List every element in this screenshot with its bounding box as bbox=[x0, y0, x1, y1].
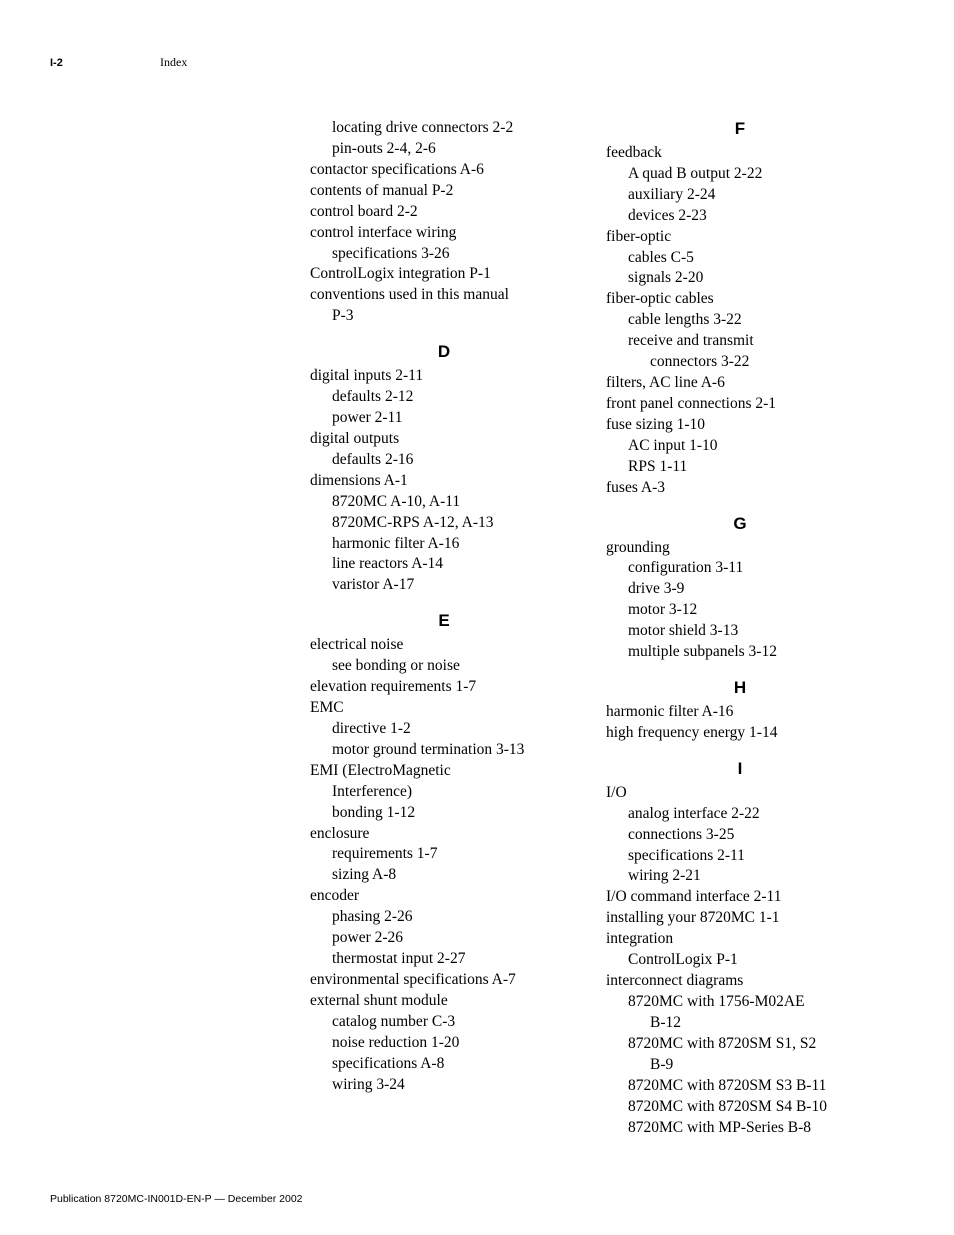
index-entry: RPS 1-11 bbox=[606, 457, 874, 478]
publication-footer: Publication 8720MC-IN001D-EN-P — Decembe… bbox=[50, 1193, 303, 1205]
index-entry: fuse sizing 1-10 bbox=[606, 415, 874, 436]
index-entry: I/O bbox=[606, 783, 874, 804]
index-entry: AC input 1-10 bbox=[606, 436, 874, 457]
index-entry: thermostat input 2-27 bbox=[310, 949, 578, 970]
index-entry: external shunt module bbox=[310, 991, 578, 1012]
index-entry: conventions used in this manual bbox=[310, 285, 578, 306]
section-letter: F bbox=[606, 118, 874, 141]
index-entry: wiring 2-21 bbox=[606, 866, 874, 887]
left-column: locating drive connectors 2-2pin-outs 2-… bbox=[310, 118, 578, 1138]
index-entry: directive 1-2 bbox=[310, 719, 578, 740]
index-entry: B-12 bbox=[606, 1013, 874, 1034]
index-entry: multiple subpanels 3-12 bbox=[606, 642, 874, 663]
index-entry: specifications 3-26 bbox=[310, 244, 578, 265]
index-entry: analog interface 2-22 bbox=[606, 804, 874, 825]
index-entry: ControlLogix integration P-1 bbox=[310, 264, 578, 285]
index-entry: digital outputs bbox=[310, 429, 578, 450]
index-entry: connections 3-25 bbox=[606, 825, 874, 846]
index-entry: defaults 2-16 bbox=[310, 450, 578, 471]
index-entry: bonding 1-12 bbox=[310, 803, 578, 824]
index-entry: B-9 bbox=[606, 1055, 874, 1076]
index-entry: P-3 bbox=[310, 306, 578, 327]
index-entry: 8720MC with 8720SM S4 B-10 bbox=[606, 1097, 874, 1118]
index-entry: fiber-optic cables bbox=[606, 289, 874, 310]
index-entry: signals 2-20 bbox=[606, 268, 874, 289]
index-entry: dimensions A-1 bbox=[310, 471, 578, 492]
index-entry: EMI (ElectroMagnetic bbox=[310, 761, 578, 782]
right-column: FfeedbackA quad B output 2-22auxiliary 2… bbox=[606, 118, 874, 1138]
index-entry: connectors 3-22 bbox=[606, 352, 874, 373]
index-entry: drive 3-9 bbox=[606, 579, 874, 600]
index-content: locating drive connectors 2-2pin-outs 2-… bbox=[50, 118, 894, 1138]
index-entry: interconnect diagrams bbox=[606, 971, 874, 992]
page-header: I-2 Index bbox=[50, 55, 894, 70]
index-entry: catalog number C-3 bbox=[310, 1012, 578, 1033]
index-entry: filters, AC line A-6 bbox=[606, 373, 874, 394]
index-entry: cables C-5 bbox=[606, 248, 874, 269]
index-entry: sizing A-8 bbox=[310, 865, 578, 886]
index-entry: devices 2-23 bbox=[606, 206, 874, 227]
index-entry: integration bbox=[606, 929, 874, 950]
index-entry: noise reduction 1-20 bbox=[310, 1033, 578, 1054]
index-entry: EMC bbox=[310, 698, 578, 719]
section-letter: H bbox=[606, 677, 874, 700]
index-entry: electrical noise bbox=[310, 635, 578, 656]
index-entry: grounding bbox=[606, 538, 874, 559]
section-letter: I bbox=[606, 758, 874, 781]
section-letter: G bbox=[606, 513, 874, 536]
index-entry: fiber-optic bbox=[606, 227, 874, 248]
index-entry: elevation requirements 1-7 bbox=[310, 677, 578, 698]
index-entry: see bonding or noise bbox=[310, 656, 578, 677]
index-entry: locating drive connectors 2-2 bbox=[310, 118, 578, 139]
index-entry: enclosure bbox=[310, 824, 578, 845]
index-entry: I/O command interface 2-11 bbox=[606, 887, 874, 908]
index-entry: contactor specifications A-6 bbox=[310, 160, 578, 181]
index-entry: configuration 3-11 bbox=[606, 558, 874, 579]
index-entry: specifications A-8 bbox=[310, 1054, 578, 1075]
index-entry: 8720MC with MP-Series B-8 bbox=[606, 1118, 874, 1139]
index-entry: cable lengths 3-22 bbox=[606, 310, 874, 331]
page-number: I-2 bbox=[50, 57, 160, 69]
index-entry: power 2-11 bbox=[310, 408, 578, 429]
index-entry: phasing 2-26 bbox=[310, 907, 578, 928]
index-entry: high frequency energy 1-14 bbox=[606, 723, 874, 744]
index-entry: power 2-26 bbox=[310, 928, 578, 949]
index-entry: front panel connections 2-1 bbox=[606, 394, 874, 415]
section-letter: E bbox=[310, 610, 578, 633]
index-entry: defaults 2-12 bbox=[310, 387, 578, 408]
index-entry: varistor A-17 bbox=[310, 575, 578, 596]
index-entry: receive and transmit bbox=[606, 331, 874, 352]
index-entry: A quad B output 2-22 bbox=[606, 164, 874, 185]
index-entry: harmonic filter A-16 bbox=[606, 702, 874, 723]
index-entry: installing your 8720MC 1-1 bbox=[606, 908, 874, 929]
index-entry: 8720MC A-10, A-11 bbox=[310, 492, 578, 513]
index-entry: specifications 2-11 bbox=[606, 846, 874, 867]
index-entry: encoder bbox=[310, 886, 578, 907]
index-entry: ControlLogix P-1 bbox=[606, 950, 874, 971]
header-title: Index bbox=[160, 55, 187, 70]
index-entry: 8720MC with 8720SM S3 B-11 bbox=[606, 1076, 874, 1097]
index-entry: motor 3-12 bbox=[606, 600, 874, 621]
index-entry: environmental specifications A-7 bbox=[310, 970, 578, 991]
index-entry: auxiliary 2-24 bbox=[606, 185, 874, 206]
index-entry: fuses A-3 bbox=[606, 478, 874, 499]
index-entry: 8720MC with 1756-M02AE bbox=[606, 992, 874, 1013]
index-entry: motor shield 3-13 bbox=[606, 621, 874, 642]
index-entry: contents of manual P-2 bbox=[310, 181, 578, 202]
index-entry: digital inputs 2-11 bbox=[310, 366, 578, 387]
index-entry: wiring 3-24 bbox=[310, 1075, 578, 1096]
index-entry: harmonic filter A-16 bbox=[310, 534, 578, 555]
index-entry: Interference) bbox=[310, 782, 578, 803]
index-entry: pin-outs 2-4, 2-6 bbox=[310, 139, 578, 160]
index-entry: line reactors A-14 bbox=[310, 554, 578, 575]
index-entry: 8720MC-RPS A-12, A-13 bbox=[310, 513, 578, 534]
index-entry: requirements 1-7 bbox=[310, 844, 578, 865]
index-entry: control board 2-2 bbox=[310, 202, 578, 223]
index-entry: feedback bbox=[606, 143, 874, 164]
index-entry: motor ground termination 3-13 bbox=[310, 740, 578, 761]
section-letter: D bbox=[310, 341, 578, 364]
index-entry: control interface wiring bbox=[310, 223, 578, 244]
index-entry: 8720MC with 8720SM S1, S2 bbox=[606, 1034, 874, 1055]
